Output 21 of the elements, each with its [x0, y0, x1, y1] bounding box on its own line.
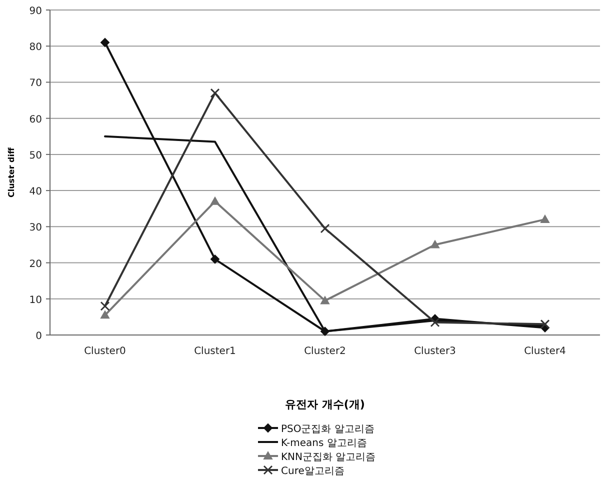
x-tick-label: Cluster3 [414, 346, 456, 357]
y-axis-title: Cluster diff [7, 146, 16, 198]
y-tick-label: 60 [29, 114, 42, 126]
y-tick-label: 40 [29, 186, 42, 198]
y-tick-label: 70 [29, 78, 42, 90]
y-tick-label: 80 [29, 42, 42, 54]
legend-label: K-means 알고리즘 [281, 438, 367, 449]
x-axis-title: 유전자 개수(개) [285, 398, 365, 411]
x-tick-label: Cluster1 [194, 346, 236, 357]
y-tick-label: 90 [29, 6, 42, 17]
y-tick-label: 0 [36, 331, 42, 342]
x-tick-label: Cluster2 [304, 346, 346, 357]
x-tick-label: Cluster4 [524, 346, 566, 357]
y-tick-label: 10 [29, 294, 42, 306]
y-tick-label: 20 [29, 258, 42, 270]
y-tick-label: 50 [29, 150, 42, 162]
x-tick-label: Cluster0 [84, 346, 126, 357]
legend-label: KNN군집화 알고리즘 [281, 452, 376, 463]
y-tick-label: 30 [29, 222, 42, 234]
legend-label: Cure알고리즘 [281, 466, 344, 477]
legend-label: PSO군집화 알고리즘 [281, 424, 374, 435]
